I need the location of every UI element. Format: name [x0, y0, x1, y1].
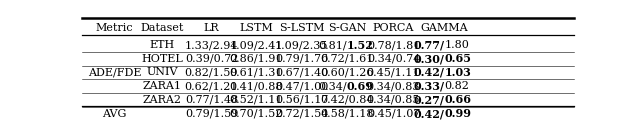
Text: 0.77/1.48: 0.77/1.48	[185, 95, 238, 105]
Text: 0.99: 0.99	[445, 108, 472, 119]
Text: 0.78/1.81: 0.78/1.81	[367, 40, 420, 50]
Text: 0.79/1.59: 0.79/1.59	[185, 108, 238, 118]
Text: 0.39/0.72: 0.39/0.72	[185, 54, 238, 64]
Text: 0.66: 0.66	[445, 94, 472, 105]
Text: 1.09/2.41: 1.09/2.41	[229, 40, 283, 50]
Text: 0.52/1.11: 0.52/1.11	[229, 95, 283, 105]
Text: ADE/FDE: ADE/FDE	[88, 67, 141, 77]
Text: AVG: AVG	[102, 108, 127, 118]
Text: 0.30/: 0.30/	[413, 53, 445, 64]
Text: 0.60/1.26: 0.60/1.26	[320, 67, 374, 77]
Text: 0.42/0.84: 0.42/0.84	[320, 95, 374, 105]
Text: 1.52: 1.52	[347, 40, 374, 51]
Text: 0.34/: 0.34/	[318, 81, 347, 91]
Text: 0.58/1.18: 0.58/1.18	[320, 108, 374, 118]
Text: 1.09/2.35: 1.09/2.35	[275, 40, 328, 50]
Text: 1.33/2.94: 1.33/2.94	[185, 40, 238, 50]
Text: 0.45/1.11: 0.45/1.11	[367, 67, 420, 77]
Text: 0.77/: 0.77/	[413, 40, 445, 51]
Text: Dataset: Dataset	[140, 23, 184, 33]
Text: 0.41/0.88: 0.41/0.88	[229, 81, 283, 91]
Text: ZARA2: ZARA2	[142, 95, 181, 105]
Text: 0.82/1.59: 0.82/1.59	[185, 67, 238, 77]
Text: S-GAN: S-GAN	[328, 23, 366, 33]
Text: 0.86/1.91: 0.86/1.91	[229, 54, 283, 64]
Text: S-LSTM: S-LSTM	[279, 23, 324, 33]
Text: 0.34/0.74: 0.34/0.74	[367, 54, 420, 64]
Text: 0.72/1.61: 0.72/1.61	[320, 54, 374, 64]
Text: 0.56/1.17: 0.56/1.17	[275, 95, 328, 105]
Text: PORCA: PORCA	[372, 23, 414, 33]
Text: ETH: ETH	[149, 40, 175, 50]
Text: 0.42/: 0.42/	[413, 67, 445, 78]
Text: 0.65: 0.65	[445, 53, 472, 64]
Text: 0.67/1.40: 0.67/1.40	[275, 67, 328, 77]
Text: 1.03: 1.03	[445, 67, 472, 78]
Text: 0.72/1.54: 0.72/1.54	[275, 108, 328, 118]
Text: 0.33/: 0.33/	[413, 81, 445, 92]
Text: ZARA1: ZARA1	[142, 81, 181, 91]
Text: GAMMA: GAMMA	[420, 23, 468, 33]
Text: 0.79/1.76: 0.79/1.76	[275, 54, 328, 64]
Text: 1.80: 1.80	[445, 40, 469, 50]
Text: LSTM: LSTM	[239, 23, 273, 33]
Text: LR: LR	[204, 23, 220, 33]
Text: 0.70/1.52: 0.70/1.52	[229, 108, 283, 118]
Text: 0.47/1.00: 0.47/1.00	[275, 81, 328, 91]
Text: 0.62/1.21: 0.62/1.21	[185, 81, 238, 91]
Text: UNIV: UNIV	[146, 67, 177, 77]
Text: 0.27/: 0.27/	[413, 94, 445, 105]
Text: 0.34/0.85: 0.34/0.85	[367, 95, 420, 105]
Text: 0.34/0.83: 0.34/0.83	[367, 81, 420, 91]
Text: 0.61/1.31: 0.61/1.31	[229, 67, 283, 77]
Text: 0.81/: 0.81/	[318, 40, 347, 50]
Text: Metric: Metric	[96, 23, 134, 33]
Text: 0.82: 0.82	[445, 81, 469, 91]
Text: 0.69: 0.69	[347, 81, 374, 92]
Text: 0.45/1.07: 0.45/1.07	[367, 108, 420, 118]
Text: 0.42/: 0.42/	[413, 108, 445, 119]
Text: HOTEL: HOTEL	[141, 54, 182, 64]
